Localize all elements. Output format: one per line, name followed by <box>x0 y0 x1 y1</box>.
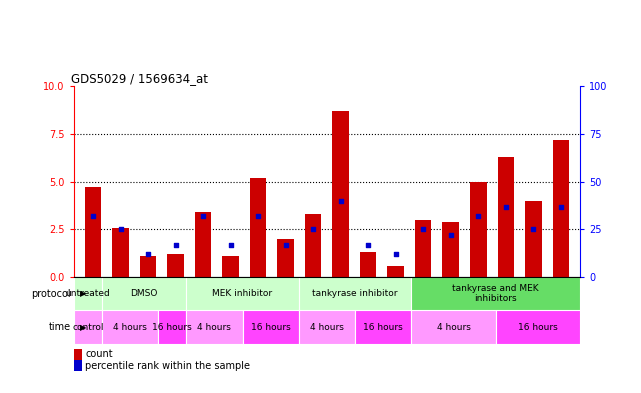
Bar <box>442 222 459 277</box>
Bar <box>102 310 158 344</box>
Point <box>88 213 98 219</box>
Bar <box>140 256 156 277</box>
Bar <box>355 310 412 344</box>
Bar <box>74 277 102 310</box>
Bar <box>412 277 580 310</box>
Point <box>501 204 511 210</box>
Bar <box>195 212 212 277</box>
Text: untreated: untreated <box>65 289 110 298</box>
Bar <box>187 277 299 310</box>
Text: control: control <box>72 323 104 332</box>
Bar <box>495 310 580 344</box>
Text: tankyrase inhibitor: tankyrase inhibitor <box>312 289 398 298</box>
Bar <box>299 310 355 344</box>
Point <box>556 204 566 210</box>
Text: ▶: ▶ <box>80 323 87 332</box>
Bar <box>299 277 412 310</box>
Bar <box>167 254 184 277</box>
Bar <box>305 214 321 277</box>
Text: MEK inhibitor: MEK inhibitor <box>212 289 272 298</box>
Text: 4 hours: 4 hours <box>437 323 470 332</box>
Text: 16 hours: 16 hours <box>518 323 558 332</box>
Text: 4 hours: 4 hours <box>197 323 231 332</box>
Bar <box>187 310 242 344</box>
Text: count: count <box>85 349 113 359</box>
Text: 16 hours: 16 hours <box>153 323 192 332</box>
Point <box>171 242 181 248</box>
Point <box>143 251 153 257</box>
Bar <box>387 266 404 277</box>
Bar <box>497 157 514 277</box>
Text: ▶: ▶ <box>80 289 87 298</box>
Text: 16 hours: 16 hours <box>363 323 403 332</box>
Text: time: time <box>48 322 71 332</box>
Point <box>528 226 538 233</box>
Point <box>308 226 319 233</box>
Bar <box>102 277 187 310</box>
Point <box>445 232 456 238</box>
Bar <box>470 182 487 277</box>
Point <box>473 213 483 219</box>
Text: percentile rank within the sample: percentile rank within the sample <box>85 361 250 371</box>
Bar <box>158 310 187 344</box>
Point <box>253 213 263 219</box>
Point <box>198 213 208 219</box>
Point <box>281 242 291 248</box>
Bar <box>360 252 376 277</box>
Point <box>390 251 401 257</box>
Bar <box>85 187 101 277</box>
Text: 16 hours: 16 hours <box>251 323 290 332</box>
Bar <box>525 201 542 277</box>
Text: GDS5029 / 1569634_at: GDS5029 / 1569634_at <box>71 72 208 85</box>
Bar <box>112 228 129 277</box>
Bar <box>74 310 102 344</box>
Point <box>418 226 428 233</box>
Text: tankyrase and MEK
inhibitors: tankyrase and MEK inhibitors <box>453 284 539 303</box>
Bar <box>278 239 294 277</box>
Text: DMSO: DMSO <box>130 289 158 298</box>
Text: 4 hours: 4 hours <box>310 323 344 332</box>
Point <box>115 226 126 233</box>
Bar <box>333 111 349 277</box>
Text: 4 hours: 4 hours <box>113 323 147 332</box>
Bar <box>553 140 569 277</box>
Point <box>363 242 373 248</box>
Bar <box>242 310 299 344</box>
Bar <box>412 310 495 344</box>
Text: protocol: protocol <box>31 289 71 299</box>
Bar <box>222 256 239 277</box>
Bar <box>250 178 267 277</box>
Point <box>335 198 345 204</box>
Point <box>226 242 236 248</box>
Bar <box>415 220 431 277</box>
